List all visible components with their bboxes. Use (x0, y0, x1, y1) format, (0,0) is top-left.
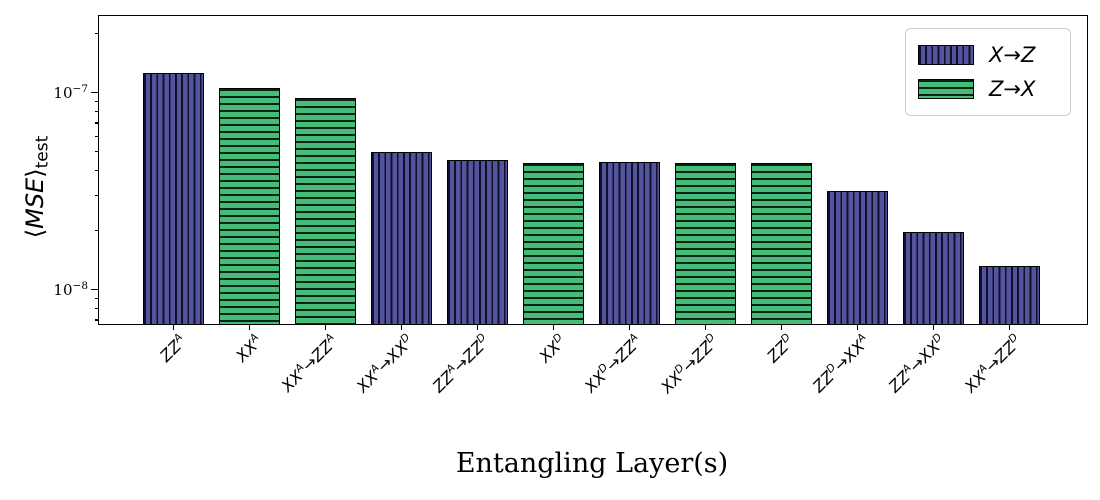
x-tick-mark (476, 324, 479, 330)
legend-item-zx: Z→X (918, 77, 1058, 101)
y-tick-minor (94, 229, 99, 231)
bar-XX^D (523, 162, 584, 324)
ylabel-main: MSE (21, 177, 49, 229)
x-tick-label: ZZD (763, 331, 793, 367)
ytick-label-1e-8: 10−8 (53, 280, 88, 299)
y-tick-minor (94, 135, 99, 137)
y-tick-minor (94, 151, 99, 153)
x-tick-mark (400, 324, 403, 330)
legend: X→Z Z→X (905, 28, 1071, 116)
bar-XX^A→ZZ^A (295, 97, 356, 324)
x-axis-title: Entangling Layer(s) (455, 448, 729, 479)
y-tick-minor (94, 100, 99, 103)
x-tick-label: ZZA→XXD (885, 331, 945, 397)
x-tick-mark (780, 324, 783, 330)
x-tick-label: XXD→ZZD (656, 331, 717, 397)
x-tick-label: XXD (535, 331, 565, 367)
legend-item-xz: X→Z (918, 43, 1058, 67)
legend-label-zx: Z→X (989, 77, 1036, 101)
y-tick-minor (94, 111, 99, 113)
x-tick-mark (856, 324, 859, 330)
x-tick-label: XXA→ZZA (277, 331, 337, 396)
y-tick-minor (94, 319, 99, 321)
x-tick-mark (628, 324, 631, 330)
legend-swatch-zx (918, 79, 974, 99)
x-tick-mark (552, 324, 555, 330)
x-tick-label: XXD→ZZA (581, 331, 641, 397)
x-tick-mark (932, 324, 935, 330)
y-tick-minor (94, 297, 99, 300)
x-tick-mark (704, 324, 707, 330)
y-tick-minor (94, 32, 99, 34)
bar-XX^A→XX^D (371, 151, 432, 324)
y-tick-minor (94, 122, 99, 124)
ytick-label-1e-7: 10−7 (53, 83, 88, 102)
bar-XX^A (219, 88, 280, 324)
bar-XX^D→ZZ^A (599, 161, 660, 324)
legend-swatch-xz (918, 45, 974, 65)
bar-ZZ^A→XX^D (903, 232, 964, 324)
bar-ZZ^D→XX^A (827, 191, 888, 324)
bar-ZZ^A (143, 72, 204, 324)
ylabel-close-bracket: ⟩ (21, 168, 49, 178)
bar-XX^D→ZZ^D (675, 162, 736, 324)
x-tick-label: ZZD→XXA (809, 331, 869, 397)
ylabel-subscript: test (32, 135, 53, 169)
x-tick-mark (324, 324, 327, 330)
y-axis-title: ⟨MSE⟩test (21, 87, 55, 287)
y-tick-major (91, 288, 99, 291)
x-tick-mark (1008, 324, 1011, 330)
x-tick-mark (248, 324, 251, 330)
x-tick-label: ZZA (155, 331, 185, 366)
y-tick-major (91, 91, 99, 94)
x-tick-mark (172, 324, 175, 330)
x-tick-label: XXA→XXD (353, 331, 413, 397)
ylabel-open-bracket: ⟨ (21, 228, 49, 239)
legend-label-xz: X→Z (989, 43, 1036, 67)
y-tick-minor (94, 170, 99, 172)
y-tick-minor (94, 194, 99, 197)
x-tick-label: XXA (231, 331, 261, 366)
bar-ZZ^A→ZZ^D (447, 159, 508, 324)
y-tick-minor (94, 308, 99, 310)
x-tick-label: ZZA→ZZD (429, 331, 489, 397)
x-tick-label: XXA→ZZD (961, 331, 1021, 397)
bar-ZZ^D (751, 162, 812, 324)
bar-XX^A→ZZ^D (979, 265, 1040, 324)
